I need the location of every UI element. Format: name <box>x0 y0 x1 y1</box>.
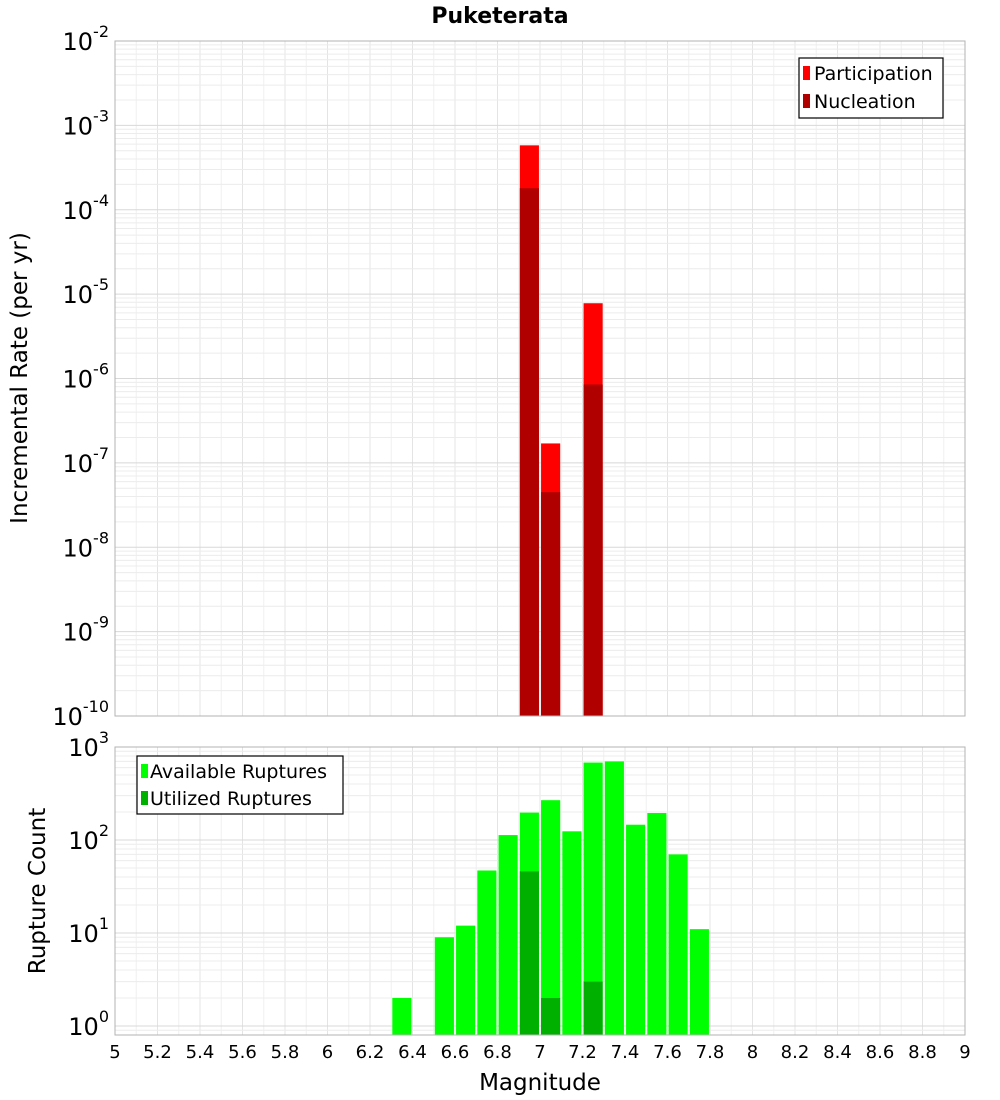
magnitude-x-tick-labels: 5 5.2 5.4 5.6 5.8 6 6.2 6.4 6.6 6.8 7 7.2 7.4 7.6 7.8 8… <box>109 1042 970 1063</box>
available-ruptures-bar <box>647 813 667 1035</box>
rupture-y-tick-labels: 103 102 101 100 <box>68 728 109 1041</box>
magnitude-tick-label: 8.8 <box>908 1042 937 1063</box>
magnitude-tick-label: 6 <box>322 1042 333 1063</box>
available-ruptures-bar <box>456 925 476 1035</box>
magnitude-tick-label: 7 <box>534 1042 545 1063</box>
rupture-y-tick-label: 100 <box>68 1007 109 1041</box>
rupture-y-axis-label: Rupture Count <box>25 808 51 974</box>
chart-title: Puketerata <box>431 4 568 29</box>
rate-y-tick-label: 10-4 <box>63 191 110 225</box>
magnitude-tick-label: 5.4 <box>186 1042 215 1063</box>
rupture-plot-frame <box>114 746 966 1036</box>
rupture-y-tick-label: 101 <box>68 914 109 948</box>
available-ruptures-bar <box>668 854 688 1035</box>
rate-y-tick-label: 10-8 <box>63 528 110 562</box>
rate-y-tick-label: 10-2 <box>63 22 110 56</box>
magnitude-tick-label: 9 <box>959 1042 970 1063</box>
available-ruptures-bar <box>562 831 582 1035</box>
magnitude-tick-label: 5 <box>109 1042 120 1063</box>
available-ruptures-bar <box>689 929 709 1035</box>
nucleation-legend-label: Nucleation <box>814 91 916 113</box>
available-ruptures-bar <box>604 761 624 1035</box>
nucleation-bar <box>583 384 603 716</box>
magnitude-tick-label: 7.2 <box>568 1042 597 1063</box>
rate-gridlines <box>114 40 966 717</box>
rupture-legend-box <box>136 755 344 815</box>
magnitude-tick-label: 7.8 <box>696 1042 725 1063</box>
available-ruptures-bar <box>392 997 412 1035</box>
rate-bars <box>519 145 603 717</box>
rate-y-tick-label: 10-5 <box>63 275 110 309</box>
available-ruptures-bar <box>434 937 454 1035</box>
magnitude-tick-label: 6.8 <box>483 1042 512 1063</box>
rate-plot-frame <box>114 40 966 717</box>
magnitude-tick-label: 8.4 <box>823 1042 852 1063</box>
rate-y-tick-label: 10-6 <box>63 360 110 394</box>
nucleation-bar <box>541 492 561 716</box>
available-ruptures-legend-swatch <box>141 764 148 778</box>
rate-y-tick-label: 10-3 <box>63 106 110 140</box>
rupture-legend: Available Ruptures Utilized Ruptures <box>136 755 344 815</box>
rupture-count-panel: 103 102 101 100 5 5.2 5.4 5.6 5.8 6 6.2 6.4 6.6 6.8 7… <box>25 728 971 1096</box>
rate-legend-box <box>798 57 944 119</box>
rate-panel: 10-2 10-3 10-4 10-5 10-6 10-7 10-8 10-9 10-10 In… <box>7 22 966 731</box>
available-ruptures-bar <box>583 762 603 1035</box>
utilized-ruptures-bar <box>519 871 539 1035</box>
magnitude-tick-label: 8.6 <box>866 1042 895 1063</box>
magnitude-tick-label: 5.8 <box>271 1042 300 1063</box>
nucleation-legend-swatch <box>803 94 810 108</box>
magnitude-tick-label: 5.2 <box>143 1042 172 1063</box>
rate-legend: Participation Nucleation <box>798 57 944 119</box>
rupture-y-tick-label: 103 <box>68 728 109 762</box>
rate-y-tick-labels: 10-2 10-3 10-4 10-5 10-6 10-7 10-8 10-9 10-10 <box>52 22 109 731</box>
magnitude-tick-label: 7.4 <box>611 1042 640 1063</box>
participation-legend-swatch <box>803 66 810 80</box>
available-ruptures-bar <box>541 800 561 1035</box>
rate-y-axis-label: Incremental Rate (per yr) <box>7 232 33 524</box>
rate-y-tick-label: 10-7 <box>63 444 110 478</box>
rate-y-tick-label: 10-9 <box>63 613 110 647</box>
magnitude-tick-label: 7.6 <box>653 1042 682 1063</box>
participation-legend-label: Participation <box>814 63 933 85</box>
magnitude-tick-label: 6.4 <box>398 1042 427 1063</box>
magnitude-tick-label: 8.2 <box>781 1042 810 1063</box>
rupture-y-tick-label: 102 <box>68 821 109 855</box>
utilized-ruptures-bar <box>583 981 603 1035</box>
rupture-bars <box>392 761 709 1035</box>
utilized-ruptures-legend-label: Utilized Ruptures <box>150 788 312 810</box>
magnitude-tick-label: 6.2 <box>356 1042 385 1063</box>
magnitude-tick-label: 5.6 <box>228 1042 257 1063</box>
available-ruptures-bar <box>626 824 646 1035</box>
magnitude-tick-label: 6.6 <box>441 1042 470 1063</box>
nucleation-bar <box>519 188 539 717</box>
rate-y-tick-label: 10-10 <box>52 697 109 731</box>
utilized-ruptures-bar <box>541 997 561 1035</box>
utilized-ruptures-legend-swatch <box>141 791 148 805</box>
available-ruptures-bar <box>498 835 518 1035</box>
available-ruptures-bar <box>477 870 497 1035</box>
magnitude-tick-label: 8 <box>747 1042 758 1063</box>
available-ruptures-legend-label: Available Ruptures <box>150 761 327 783</box>
magnitude-x-axis-label: Magnitude <box>479 1070 601 1096</box>
